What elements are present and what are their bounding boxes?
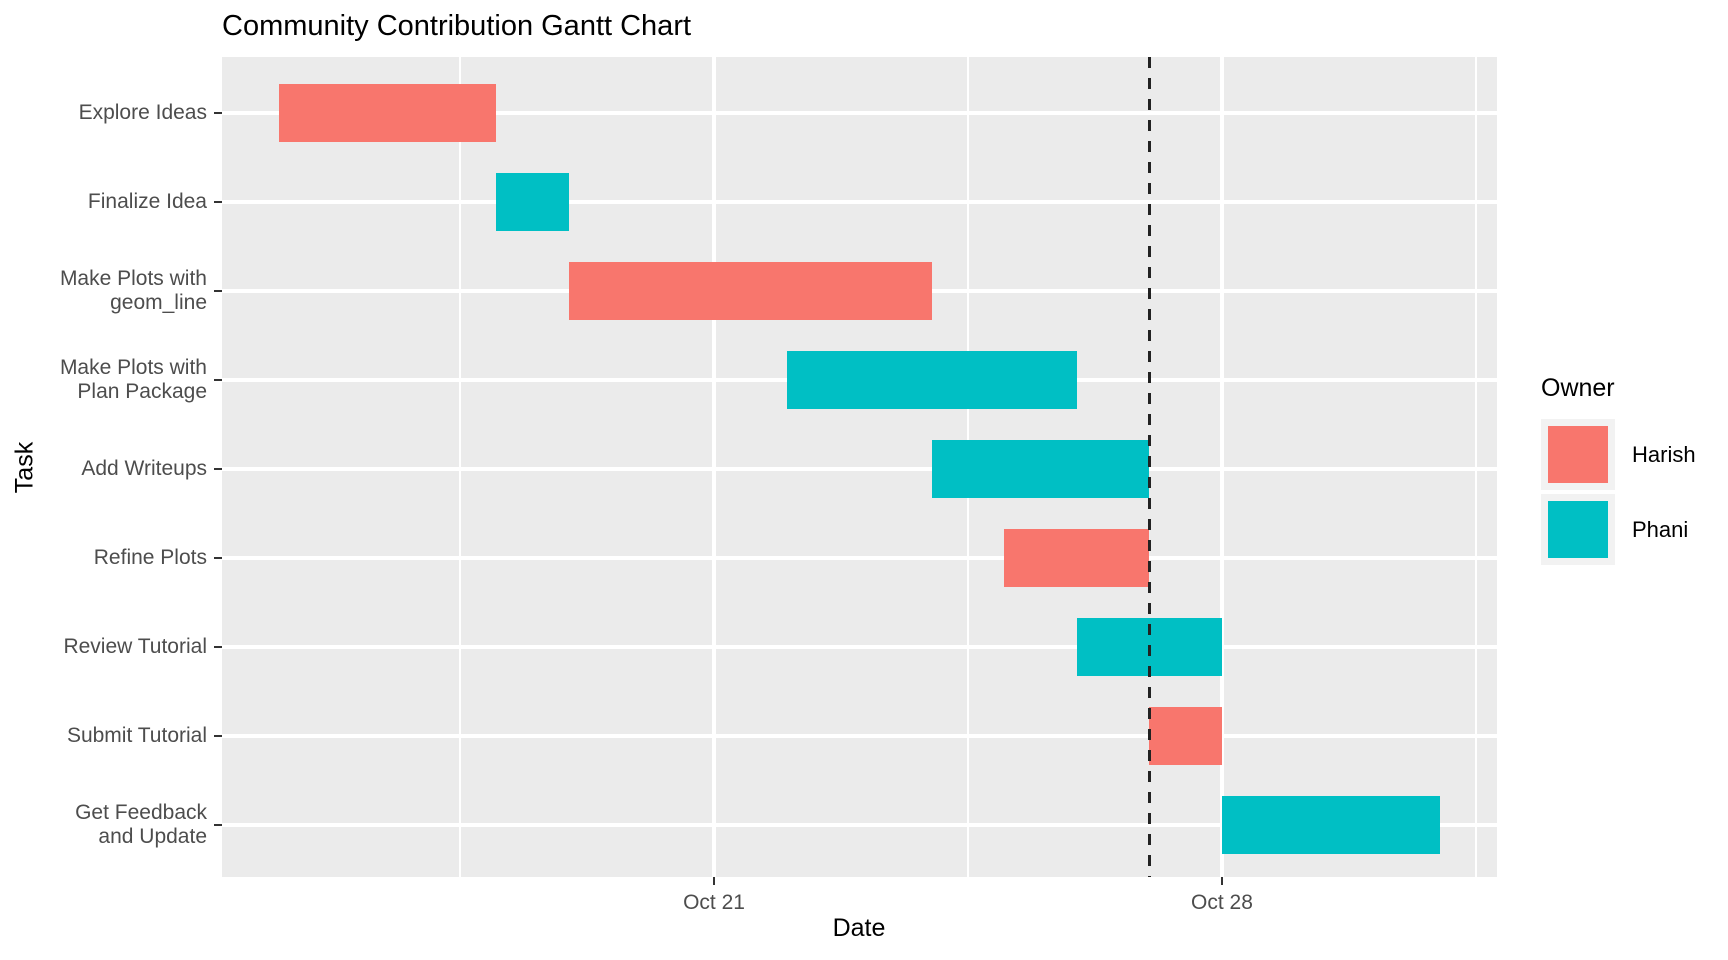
x-axis-title: Date <box>832 914 886 942</box>
legend-swatch <box>1548 426 1608 483</box>
x-gridline-minor <box>1474 57 1478 877</box>
y-axis-label-line: Review Tutorial <box>63 635 207 658</box>
y-axis-label: Review Tutorial <box>7 635 207 659</box>
y-axis-tick <box>214 823 222 827</box>
y-axis-tick <box>214 378 222 382</box>
gantt-bar <box>496 173 569 231</box>
y-axis-label-line: Make Plots with <box>59 267 207 290</box>
legend-items: Harish Phani <box>1541 419 1696 565</box>
y-axis-label: Make Plots with geom_line <box>7 267 207 315</box>
y-axis-label: Add Writeups <box>7 457 207 481</box>
gantt-bar <box>931 440 1150 498</box>
y-axis-label-line: geom_line <box>110 291 207 314</box>
x-axis-label: Oct 21 <box>683 891 745 914</box>
y-axis-label-line: Refine Plots <box>93 546 207 569</box>
y-axis-tick <box>214 200 222 204</box>
gantt-bar <box>1221 796 1440 854</box>
legend-label: Harish <box>1632 441 1696 467</box>
y-gridline <box>222 200 1497 204</box>
gantt-bar <box>1004 529 1150 587</box>
gantt-bar <box>786 351 1077 409</box>
y-gridline <box>222 467 1497 471</box>
y-gridline <box>222 734 1497 738</box>
y-axis-tick <box>214 289 222 293</box>
y-axis-label: Make Plots with Plan Package <box>7 356 207 404</box>
y-axis-tick <box>214 111 222 115</box>
gantt-bar <box>568 262 932 320</box>
y-axis-label-line: Make Plots with <box>59 356 207 379</box>
x-axis-tick <box>712 877 716 885</box>
y-gridline <box>222 645 1497 649</box>
y-axis-label-line: Explore Ideas <box>78 101 207 124</box>
y-axis-tick <box>214 734 222 738</box>
y-axis-title: Task <box>10 441 39 494</box>
x-gridline-major <box>712 57 716 877</box>
legend-swatch <box>1548 501 1608 558</box>
y-axis-label-line: Plan Package <box>77 380 207 403</box>
legend-item: Phani <box>1541 494 1688 565</box>
y-axis-tick <box>214 645 222 649</box>
y-axis-tick <box>214 556 222 560</box>
today-dashed-line <box>1147 57 1152 877</box>
y-axis-label: Finalize Idea <box>7 190 207 214</box>
y-axis-label-line: Add Writeups <box>81 457 207 480</box>
y-axis-label-line: Submit Tutorial <box>66 724 207 747</box>
y-axis-label: Refine Plots <box>7 546 207 570</box>
plot-panel <box>222 57 1497 877</box>
legend-title: Owner <box>1541 374 1615 402</box>
y-axis-label-line: Finalize Idea <box>87 190 207 213</box>
y-axis-label-line: Get Feedback <box>75 801 207 824</box>
chart-title: Community Contribution Gantt Chart <box>222 10 692 42</box>
legend-label: Phani <box>1632 516 1689 542</box>
y-gridline <box>222 111 1497 115</box>
y-axis-label-line: and Update <box>98 825 207 848</box>
y-gridline <box>222 556 1497 560</box>
y-axis-tick <box>214 467 222 471</box>
gantt-bar <box>278 84 497 142</box>
x-gridline-major <box>1220 57 1224 877</box>
y-gridline <box>222 823 1497 827</box>
x-axis-tick <box>1220 877 1224 885</box>
gantt-bar <box>1149 707 1222 765</box>
legend: Owner Harish Phani <box>1541 374 1696 569</box>
legend-item: Harish <box>1541 419 1696 490</box>
y-axis-label: Explore Ideas <box>7 101 207 125</box>
y-axis-label: Submit Tutorial <box>7 724 207 748</box>
x-axis-label: Oct 28 <box>1191 891 1253 914</box>
y-axis-label: Get Feedback and Update <box>7 801 207 849</box>
x-gridline-minor <box>458 57 462 877</box>
